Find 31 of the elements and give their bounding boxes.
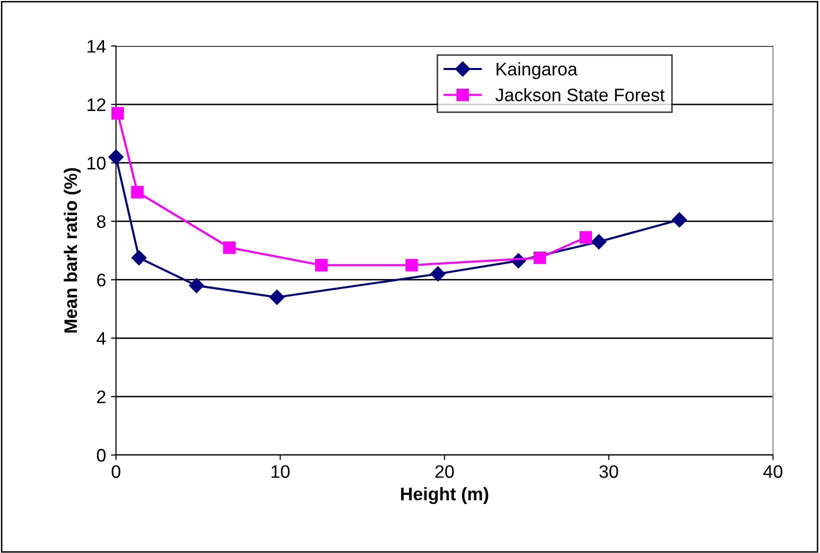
point [591,234,606,250]
x-tick-label: 10 [272,465,290,478]
point [315,258,328,272]
y-tick-label: 4 [96,332,106,345]
y-tick-label: 6 [97,274,106,286]
x-tick-label: 20 [435,465,454,478]
legend-label: Jackson State Forest [495,88,665,102]
y-tick-label: 8 [97,215,106,228]
point [430,266,446,282]
point [131,186,144,198]
x-tick-label: 0 [112,465,120,478]
x-tick-label: 40 [763,465,782,478]
point [534,252,546,264]
y-tick-label: 14 [88,40,106,53]
point [269,290,285,305]
y-tick-label: 2 [97,390,106,404]
point [580,231,592,244]
legend-label: Kaingaroa [496,62,578,80]
point [111,106,124,120]
point [108,149,124,165]
point [672,212,687,228]
point [188,278,204,294]
y-tick-label: 10 [88,156,106,170]
point [223,241,236,254]
y-axis-title: Mean bark ratio (%) [64,168,81,333]
point [405,258,418,272]
x-axis-title: Height (m) [401,487,488,504]
y-tick-label: 0 [96,448,106,462]
y-tick-label: 12 [88,98,106,111]
point [131,250,147,266]
x-tick-label: 30 [599,465,618,478]
